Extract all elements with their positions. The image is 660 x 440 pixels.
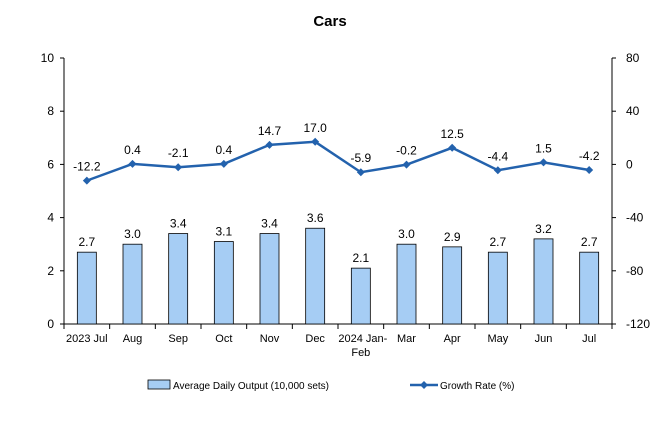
line-point <box>265 140 274 149</box>
left-tick-label: 8 <box>47 104 54 118</box>
x-tick-label: Nov <box>260 333 280 345</box>
x-tick-label: Dec <box>305 333 325 345</box>
right-tick-label: -120 <box>626 317 650 331</box>
right-tick-label: 0 <box>626 157 633 171</box>
x-tick-label: Jul <box>582 333 596 345</box>
line-point <box>311 137 320 146</box>
bar-value-label: 3.2 <box>535 222 552 236</box>
data-labels: 2.7 3.0 3.4 3.1 3.4 3.6 2.1 3.0 2.9 2.7 3.2 2.7 -12.… <box>73 121 600 265</box>
line-value-label: -5.9 <box>350 151 371 165</box>
bar <box>259 233 280 325</box>
bar <box>305 227 326 325</box>
right-tick-label: 40 <box>626 104 640 118</box>
line-value-label: 17.0 <box>303 121 327 135</box>
bar-value-label: 2.9 <box>444 230 461 244</box>
line-value-label: -4.2 <box>579 149 600 163</box>
line-value-label: -12.2 <box>73 160 101 174</box>
bar <box>487 251 508 325</box>
line-value-label: 1.5 <box>535 141 552 155</box>
bar-value-label: 3.4 <box>261 217 278 231</box>
line-value-label: -2.1 <box>168 146 189 160</box>
line-series <box>82 137 594 185</box>
line-point <box>174 163 183 172</box>
line-point <box>128 159 137 168</box>
left-tick-label: 0 <box>47 317 54 331</box>
bar <box>579 251 600 325</box>
bar-value-label: 3.0 <box>398 227 415 241</box>
right-tick-label: 80 <box>626 51 640 65</box>
left-tick-label: 6 <box>47 157 54 171</box>
line-value-label: 12.5 <box>440 127 464 141</box>
x-tick-label: 2023 Jul <box>66 333 108 345</box>
legend-label-bar: Average Daily Output (10,000 sets) <box>173 381 329 392</box>
right-tick-label: -40 <box>626 211 644 225</box>
line-point <box>219 159 228 168</box>
line-point <box>585 165 594 174</box>
line-point <box>82 176 91 185</box>
growth-line <box>86 140 590 182</box>
bar-value-label: 3.6 <box>307 211 324 225</box>
bar <box>396 243 417 325</box>
bar-value-label: 2.7 <box>581 235 598 249</box>
legend-swatch-bar <box>147 379 171 390</box>
bar <box>213 241 234 325</box>
x-tick-label: Mar <box>397 333 416 345</box>
bar <box>442 246 463 325</box>
legend-marker-line <box>420 381 428 389</box>
line-value-label: 14.7 <box>258 124 282 138</box>
left-tick-label: 4 <box>47 211 54 225</box>
line-point <box>356 168 365 177</box>
chart-title: Cars <box>313 13 347 30</box>
chart-legend: Average Daily Output (10,000 sets) Growth… <box>147 379 514 392</box>
x-tick-label: Oct <box>215 333 232 345</box>
left-tick-label: 10 <box>41 51 55 65</box>
bar <box>76 251 97 325</box>
bar-value-label: 2.7 <box>78 235 95 249</box>
line-value-label: -0.2 <box>396 144 417 158</box>
x-tick-label-cont: Feb <box>351 347 370 359</box>
bar <box>533 238 554 325</box>
bar-value-label: 3.0 <box>124 227 141 241</box>
x-tick-label: May <box>487 333 508 345</box>
line-point <box>448 143 457 152</box>
line-value-label: 0.4 <box>124 143 141 157</box>
line-value-label: 0.4 <box>215 143 232 157</box>
bar-value-label: 3.4 <box>170 217 187 231</box>
x-tick-label: 2024 Jan- <box>338 333 387 345</box>
bar-value-label: 2.7 <box>489 235 506 249</box>
x-tick-label: Apr <box>444 333 461 345</box>
bar <box>168 233 189 325</box>
right-tick-label: -80 <box>626 264 644 278</box>
legend-label-line: Growth Rate (%) <box>440 381 514 392</box>
line-value-label: -4.4 <box>487 149 508 163</box>
x-tick-label: Jun <box>535 333 553 345</box>
line-point <box>402 160 411 169</box>
x-tick-label: Sep <box>168 333 188 345</box>
chart-axes: 0 2 4 6 8 10 -120 -80 -40 0 40 80 2023 Jul Aug Sep Oct N… <box>41 51 651 359</box>
line-point <box>493 166 502 175</box>
bar <box>350 267 371 325</box>
bar-series <box>76 227 600 325</box>
bar-value-label: 2.1 <box>352 251 369 265</box>
bar-value-label: 3.1 <box>215 225 232 239</box>
bar <box>122 243 143 325</box>
line-point <box>539 158 548 167</box>
left-tick-label: 2 <box>47 264 54 278</box>
x-tick-label: Aug <box>123 333 143 345</box>
